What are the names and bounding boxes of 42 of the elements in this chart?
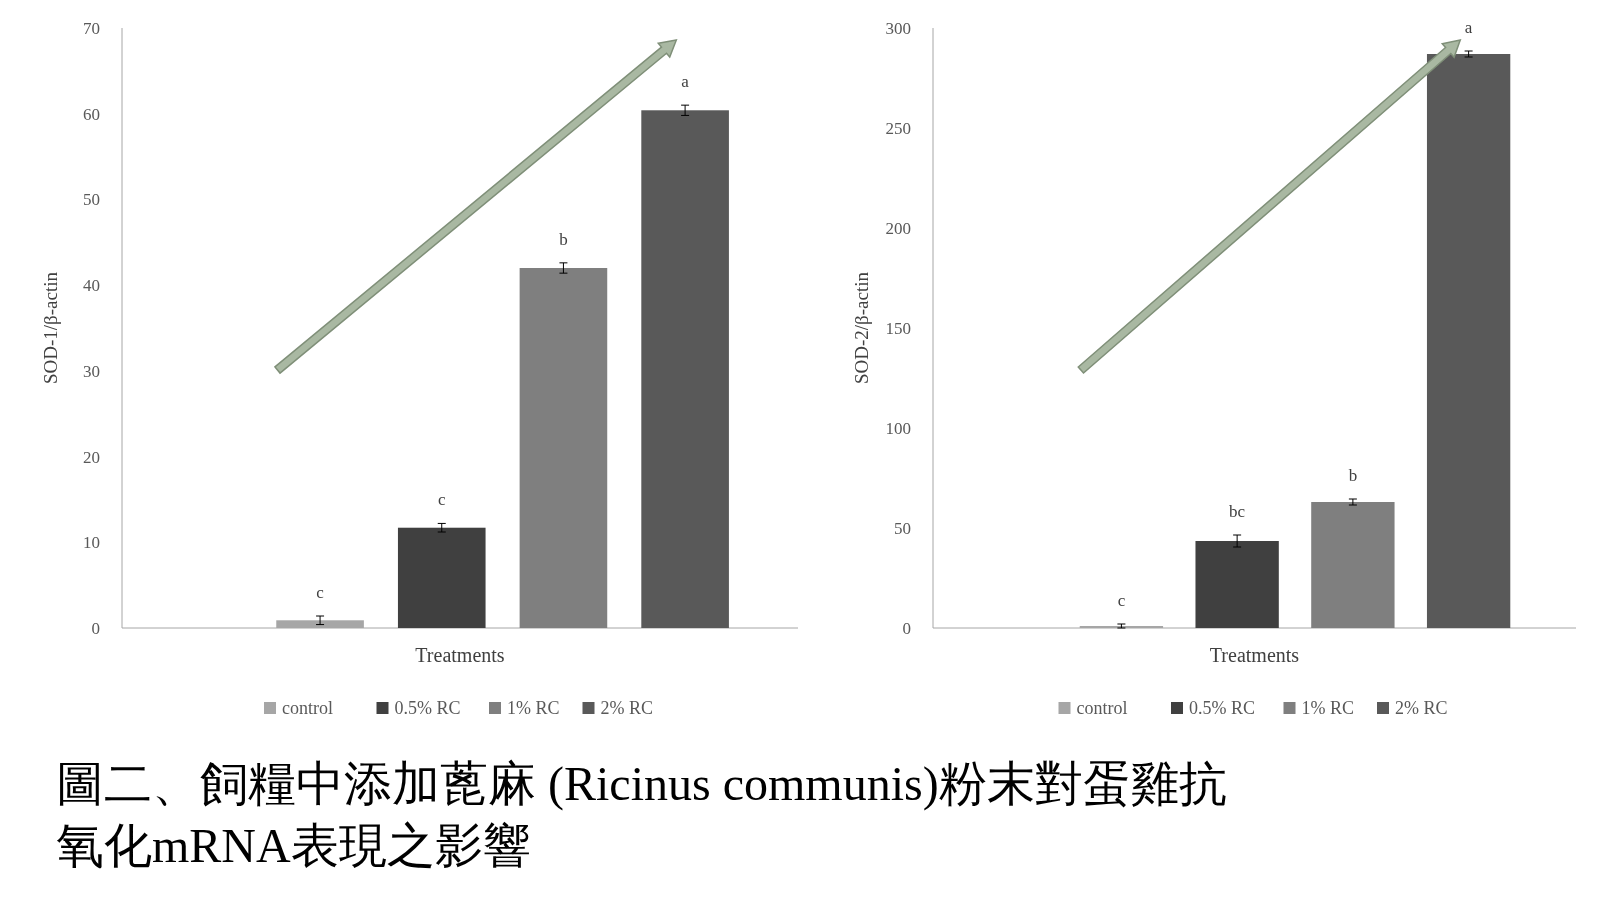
annotation: a bbox=[1464, 18, 1473, 37]
legend-label: 0.5% RC bbox=[394, 698, 461, 719]
y-tick-label: 50 bbox=[894, 518, 911, 538]
annotation: b bbox=[559, 229, 568, 249]
x-axis-title: Treatments bbox=[415, 644, 505, 666]
y-tick-label: 10 bbox=[83, 533, 100, 553]
bar bbox=[519, 268, 608, 628]
y-tick-label: 70 bbox=[83, 18, 100, 38]
y-tick-label: 20 bbox=[83, 447, 100, 467]
annotation: bc bbox=[1229, 502, 1246, 521]
y-tick-label: 100 bbox=[885, 418, 911, 438]
legend-label: 2% RC bbox=[1395, 698, 1448, 719]
legend-label: 1% RC bbox=[507, 698, 560, 719]
legend-label: control bbox=[1076, 698, 1128, 719]
bar bbox=[1195, 541, 1279, 628]
legend-label: 0.5% RC bbox=[1189, 698, 1256, 719]
y-axis-title: SOD-2/β-actin bbox=[851, 271, 872, 385]
y-tick-label: 0 bbox=[902, 618, 911, 638]
y-tick-label: 250 bbox=[885, 118, 911, 138]
y-tick-label: 150 bbox=[885, 318, 911, 338]
annotation: a bbox=[681, 72, 690, 92]
legend-label: 1% RC bbox=[1301, 698, 1355, 719]
annotation: c bbox=[437, 490, 446, 510]
y-tick-label: 60 bbox=[83, 104, 100, 124]
y-tick-label: 50 bbox=[83, 190, 100, 210]
annotation: b bbox=[1348, 466, 1358, 485]
text: 圖二、飼糧中添加蓖麻 (Ricinus communis)粉末對蛋雞抗氧化mRNA表現之影響 bbox=[56, 757, 1227, 872]
bar bbox=[1311, 502, 1395, 628]
y-tick-label: 200 bbox=[885, 218, 911, 238]
bar bbox=[641, 110, 729, 628]
y-tick-label: 0 bbox=[91, 618, 100, 638]
y-tick-label: 300 bbox=[885, 18, 911, 38]
bar bbox=[397, 527, 486, 628]
legend-label: control bbox=[282, 698, 333, 719]
y-tick-label: 30 bbox=[83, 361, 100, 381]
bar bbox=[1426, 54, 1511, 628]
y-tick-label: 40 bbox=[83, 276, 100, 296]
y-axis-title: SOD-1/β-actin bbox=[40, 271, 61, 385]
annotation: c bbox=[1117, 591, 1126, 610]
annotation: c bbox=[316, 583, 325, 602]
legend-label: 2% RC bbox=[600, 698, 654, 719]
x-axis-title: Treatments bbox=[1209, 644, 1300, 666]
